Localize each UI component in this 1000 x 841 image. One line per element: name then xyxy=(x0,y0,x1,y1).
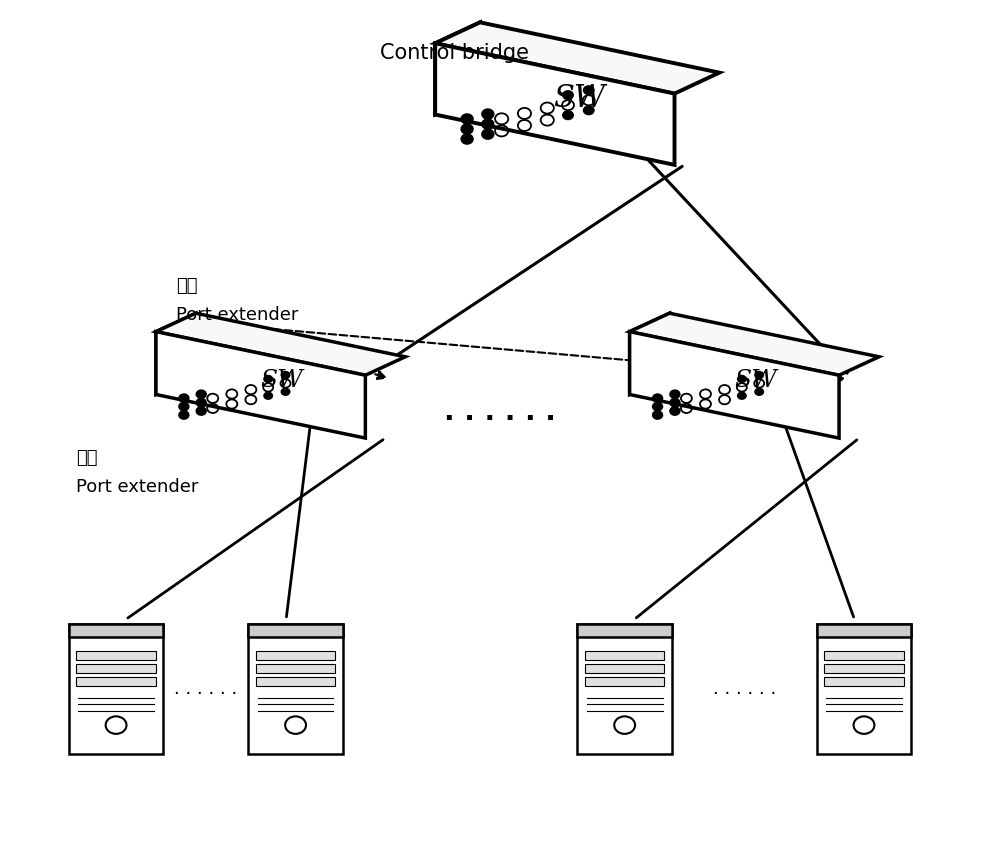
Polygon shape xyxy=(256,651,335,660)
Polygon shape xyxy=(156,331,365,438)
Text: SW: SW xyxy=(553,83,605,114)
Polygon shape xyxy=(824,664,904,673)
Text: . . . . . .: . . . . . . xyxy=(174,680,237,698)
Polygon shape xyxy=(156,313,405,375)
Polygon shape xyxy=(256,664,335,673)
Circle shape xyxy=(461,124,473,134)
Polygon shape xyxy=(585,664,664,673)
Circle shape xyxy=(179,410,189,419)
Circle shape xyxy=(196,399,206,407)
Circle shape xyxy=(263,392,273,400)
Polygon shape xyxy=(435,23,719,93)
Polygon shape xyxy=(69,624,163,754)
Polygon shape xyxy=(824,677,904,686)
Polygon shape xyxy=(248,624,343,637)
Polygon shape xyxy=(76,664,156,673)
Circle shape xyxy=(653,402,663,410)
Polygon shape xyxy=(76,651,156,660)
Circle shape xyxy=(653,410,663,419)
Circle shape xyxy=(179,394,189,402)
Polygon shape xyxy=(817,624,911,637)
Circle shape xyxy=(583,105,595,115)
Circle shape xyxy=(670,399,680,407)
Circle shape xyxy=(562,110,574,120)
Polygon shape xyxy=(824,651,904,660)
Circle shape xyxy=(670,390,680,399)
Circle shape xyxy=(179,402,189,410)
Circle shape xyxy=(196,390,206,399)
Circle shape xyxy=(263,375,273,383)
Circle shape xyxy=(482,130,494,140)
Polygon shape xyxy=(577,624,672,754)
Polygon shape xyxy=(256,677,335,686)
Text: 一级: 一级 xyxy=(176,277,197,294)
Circle shape xyxy=(482,109,494,119)
Circle shape xyxy=(653,394,663,402)
Polygon shape xyxy=(817,624,911,754)
Circle shape xyxy=(562,90,574,100)
Circle shape xyxy=(482,119,494,130)
Polygon shape xyxy=(435,43,675,165)
Polygon shape xyxy=(630,331,839,438)
Polygon shape xyxy=(630,313,670,394)
Polygon shape xyxy=(248,624,343,754)
Polygon shape xyxy=(630,313,879,375)
Circle shape xyxy=(583,85,595,95)
Circle shape xyxy=(737,392,747,400)
Circle shape xyxy=(196,407,206,415)
Circle shape xyxy=(737,375,747,383)
Circle shape xyxy=(754,371,764,379)
Circle shape xyxy=(281,371,290,379)
Text: Port extender: Port extender xyxy=(176,306,298,324)
Text: Control bridge: Control bridge xyxy=(380,43,529,63)
Text: SW: SW xyxy=(734,368,777,392)
Polygon shape xyxy=(585,651,664,660)
Polygon shape xyxy=(156,313,196,394)
Text: SW: SW xyxy=(260,368,303,392)
Circle shape xyxy=(281,388,290,396)
Text: . . . . . .: . . . . . . xyxy=(444,398,556,426)
Circle shape xyxy=(461,134,473,144)
Polygon shape xyxy=(435,23,480,114)
Text: 二级: 二级 xyxy=(76,448,98,467)
Text: Port extender: Port extender xyxy=(76,478,199,496)
Polygon shape xyxy=(69,624,163,637)
Polygon shape xyxy=(585,677,664,686)
Text: . . . . . .: . . . . . . xyxy=(713,680,776,698)
Polygon shape xyxy=(577,624,672,637)
Circle shape xyxy=(670,407,680,415)
Polygon shape xyxy=(76,677,156,686)
Circle shape xyxy=(754,388,764,396)
Circle shape xyxy=(461,114,473,124)
